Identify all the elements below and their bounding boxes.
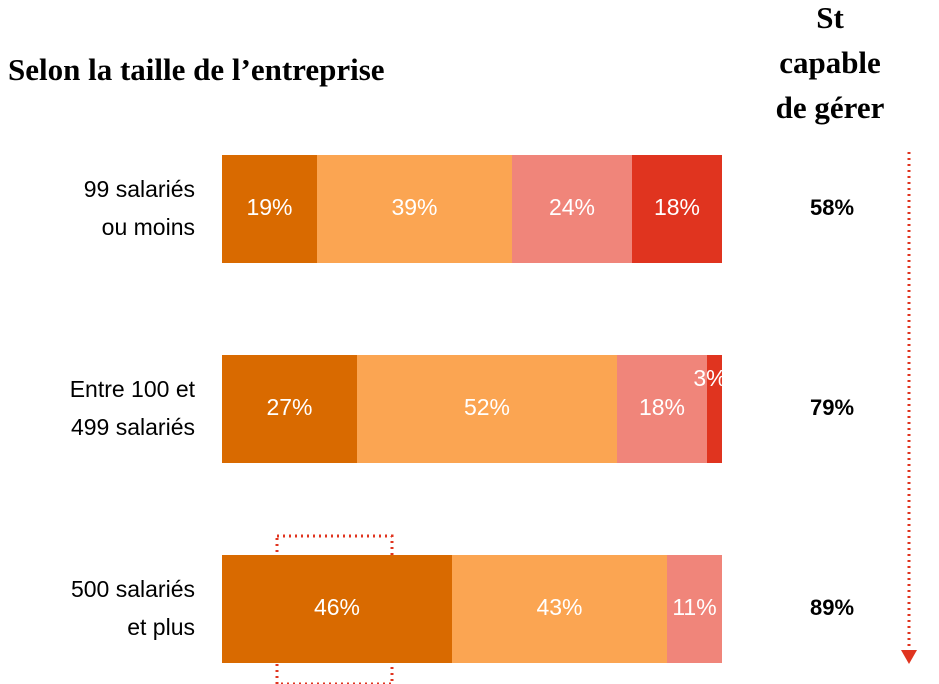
value-label: 18% xyxy=(654,194,700,220)
totals-header: de gérer xyxy=(776,90,885,125)
bar-segment xyxy=(222,555,452,663)
value-label: 52% xyxy=(464,394,510,420)
arrow-head xyxy=(901,650,917,664)
category-label: 499 salariés xyxy=(71,414,195,440)
totals-header: capable xyxy=(779,45,881,80)
value-label: 43% xyxy=(536,594,582,620)
value-label: 19% xyxy=(246,194,292,220)
value-label: 24% xyxy=(549,194,595,220)
bar-segment xyxy=(632,155,722,263)
value-label: 11% xyxy=(672,594,716,620)
value-label: 27% xyxy=(266,394,312,420)
value-label: 39% xyxy=(391,194,437,220)
bar-segment xyxy=(707,355,722,463)
category-label: et plus xyxy=(127,614,195,640)
bar-segment xyxy=(667,555,722,663)
category-label: 99 salariés xyxy=(84,176,195,202)
totals-header: St xyxy=(816,0,844,35)
bar-segment xyxy=(317,155,512,263)
bar-segment xyxy=(222,355,357,463)
bar-segment xyxy=(617,355,707,463)
value-label: 18% xyxy=(639,394,685,420)
total-label: 79% xyxy=(810,395,854,420)
chart-title: Selon la taille de l’entreprise xyxy=(8,52,385,87)
bar-segment xyxy=(222,155,317,263)
category-label: Entre 100 et xyxy=(70,376,196,402)
category-label: 500 salariés xyxy=(71,576,195,602)
bar-segment xyxy=(357,355,617,463)
value-label: 3% xyxy=(693,365,726,391)
total-label: 89% xyxy=(810,595,854,620)
bar-segment xyxy=(512,155,632,263)
bar-segment xyxy=(452,555,667,663)
value-label: 46% xyxy=(314,594,360,620)
category-label: ou moins xyxy=(102,214,195,240)
total-label: 58% xyxy=(810,195,854,220)
